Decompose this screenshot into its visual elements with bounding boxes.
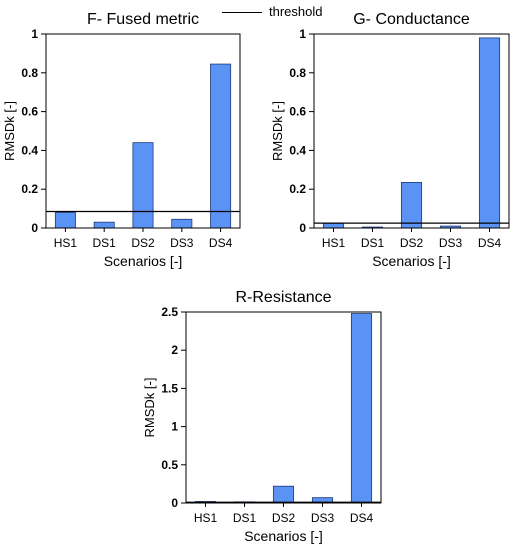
x-tick-label-ds4: DS4 bbox=[478, 236, 502, 250]
y-tick-label: 0.2 bbox=[21, 182, 38, 196]
legend: threshold bbox=[222, 4, 382, 20]
chart-2: 0 0.2 0.4 0.6 0.8 1 HS1 DS1 DS2 DS3 DS4 Scenarios [… bbox=[270, 11, 510, 269]
x-tick-label-hs1: HS1 bbox=[54, 236, 78, 250]
chart-title: R-Resistance bbox=[235, 289, 331, 306]
y-tick-label: 0.8 bbox=[21, 66, 38, 80]
y-tick-label: 0.6 bbox=[289, 105, 306, 119]
x-tick-label-ds2: DS2 bbox=[131, 236, 155, 250]
y-tick-label: 0 bbox=[31, 221, 38, 235]
y-tick-label: 0.4 bbox=[21, 143, 38, 157]
x-tick-label-hs1: HS1 bbox=[322, 236, 346, 250]
y-tick-label: 0.8 bbox=[289, 66, 306, 80]
chart-title: G- Conductance bbox=[353, 11, 470, 28]
y-tick-label: 0.6 bbox=[21, 105, 38, 119]
bar-ds1 bbox=[93, 221, 115, 229]
x-tick-label-ds3: DS3 bbox=[311, 511, 335, 525]
bar-ds2 bbox=[400, 182, 423, 229]
x-axis-label: Scenarios [-] bbox=[372, 253, 451, 269]
y-tick-label: 0 bbox=[299, 221, 306, 235]
bar-ds4 bbox=[478, 37, 501, 229]
y-tick-label: 0 bbox=[171, 496, 178, 510]
x-tick-label-ds1: DS1 bbox=[361, 236, 385, 250]
bar-ds2 bbox=[272, 485, 295, 504]
y-tick-label: 1.5 bbox=[161, 381, 178, 395]
x-tick-label-ds3: DS3 bbox=[439, 236, 463, 250]
x-axis-label: Scenarios [-] bbox=[104, 253, 183, 269]
bar-ds4 bbox=[210, 63, 232, 229]
x-tick-label-hs1: HS1 bbox=[194, 511, 218, 525]
y-tick-label: 2.5 bbox=[161, 305, 178, 319]
chart-1: 0 0.2 0.4 0.6 0.8 1 HS1 DS1 DS2 DS3 DS4 Scenarios [… bbox=[2, 11, 241, 269]
y-tick-label: 1 bbox=[171, 420, 178, 434]
bar-ds2 bbox=[132, 142, 154, 229]
y-tick-label: 0.5 bbox=[161, 458, 178, 472]
x-tick-label-ds1: DS1 bbox=[93, 236, 117, 250]
y-axis-label: RMSDk [-] bbox=[142, 378, 157, 438]
x-axis-label: Scenarios [-] bbox=[244, 528, 323, 544]
bar-ds3 bbox=[171, 218, 193, 229]
y-tick-label: 1 bbox=[299, 27, 306, 41]
x-tick-label-ds1: DS1 bbox=[233, 511, 257, 525]
x-tick-label-ds2: DS2 bbox=[400, 236, 424, 250]
y-tick-label: 2 bbox=[171, 343, 178, 357]
threshold-legend-line bbox=[222, 12, 262, 13]
x-tick-label-ds4: DS4 bbox=[209, 236, 233, 250]
x-tick-label-ds4: DS4 bbox=[350, 511, 374, 525]
y-tick-label: 0.2 bbox=[289, 182, 306, 196]
y-axis-label: RMSDk [-] bbox=[2, 101, 17, 161]
bar-hs1 bbox=[322, 222, 345, 229]
y-axis-label: RMSDk [-] bbox=[270, 101, 285, 161]
threshold-legend-label: threshold bbox=[269, 4, 323, 19]
chart-3: 0 0.5 1 1.5 2 2.5 HS1 DS1 DS2 DS3 DS4 Scenarios [-]… bbox=[142, 289, 382, 544]
bar-ds4 bbox=[350, 313, 373, 504]
y-tick-label: 0.4 bbox=[289, 143, 306, 157]
x-tick-label-ds3: DS3 bbox=[170, 236, 194, 250]
x-tick-label-ds2: DS2 bbox=[272, 511, 296, 525]
chart-title: F- Fused metric bbox=[87, 11, 199, 28]
y-tick-label: 1 bbox=[31, 27, 38, 41]
bar-hs1 bbox=[54, 212, 76, 229]
